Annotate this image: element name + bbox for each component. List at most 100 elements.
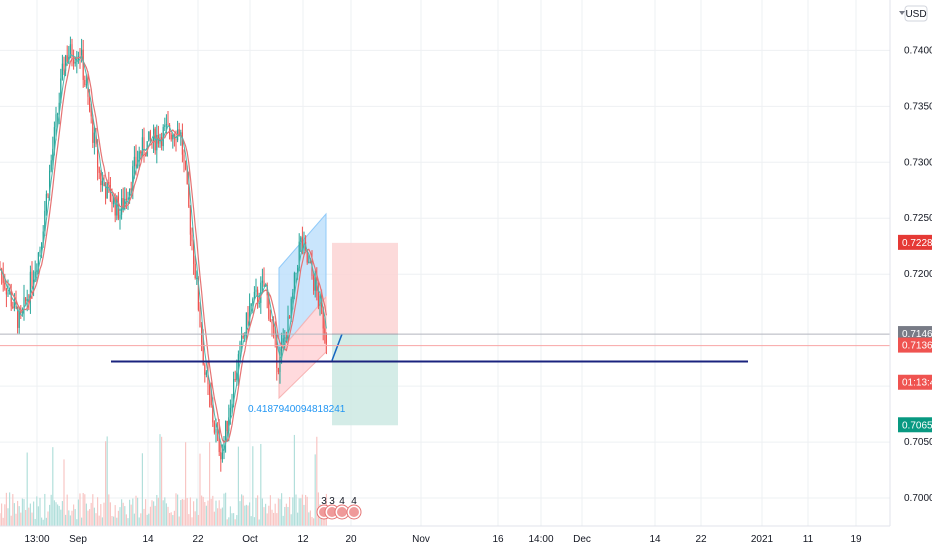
volume-bar (92, 494, 94, 526)
candle-body (42, 231, 44, 243)
volume-bar (295, 494, 297, 526)
candle-body (165, 124, 167, 126)
candle-body (212, 405, 214, 423)
volume-bar (183, 499, 185, 526)
candle-body (20, 311, 22, 314)
volume-bar (194, 511, 196, 526)
volume-bar (250, 516, 252, 526)
volume-bar (119, 507, 121, 526)
candle-body (169, 124, 171, 135)
volume-bar (266, 513, 268, 526)
volume-bar (161, 436, 163, 526)
volume-bar (49, 504, 51, 526)
volume-bar (76, 519, 78, 526)
volume-bar (260, 443, 262, 526)
volume-bar (45, 517, 47, 526)
currency-badge[interactable]: USD (899, 5, 928, 22)
volume-bar (167, 506, 169, 526)
candle-body (175, 138, 177, 141)
volume-bar (68, 510, 70, 526)
candle-body (314, 277, 316, 291)
volume-bar (66, 494, 68, 526)
candle-body (308, 261, 310, 263)
volume-bar (244, 505, 246, 526)
candle-body (273, 323, 275, 328)
horizontal-lines[interactable] (0, 333, 890, 363)
candle-body (90, 110, 92, 117)
candle-body (242, 335, 244, 338)
candle-body (205, 372, 207, 375)
candle-body (148, 131, 150, 142)
volume-bar (146, 514, 148, 526)
candle-body (55, 114, 57, 128)
candle-body (57, 113, 59, 115)
volume-bar (132, 498, 134, 526)
volume-bar (89, 509, 91, 526)
volume-bar (82, 492, 84, 526)
candle-body (129, 188, 131, 198)
candle-body (295, 272, 297, 274)
volume-bar (140, 513, 142, 526)
candle-body (47, 194, 49, 196)
candle-body (5, 288, 7, 295)
candle-body (58, 102, 60, 114)
volume-bar (154, 505, 156, 526)
volume-bar (164, 497, 166, 526)
volume-bar (44, 493, 46, 526)
volume-bar (74, 509, 76, 526)
volume-bar (213, 511, 215, 526)
candle-body (101, 180, 103, 186)
flag-icon (337, 507, 347, 517)
volume-bar (157, 497, 159, 526)
volume-bar (285, 503, 287, 526)
x-tick-label: 11 (803, 534, 814, 545)
stop-loss-zone (332, 242, 398, 335)
time-axis[interactable]: 13:00 Sep 14 22 Oct 12 20 Nov 16 14:00 Dec 14 22 2021… (0, 525, 890, 545)
volume-bar (0, 513, 1, 526)
candle-body (300, 237, 302, 242)
candle-body (164, 125, 166, 127)
volume-bar (233, 513, 235, 526)
volume-bar (316, 436, 318, 526)
flag-icon (327, 507, 337, 517)
volume-bar (177, 494, 179, 526)
candle-body (151, 139, 153, 142)
volume-bar (63, 459, 65, 526)
x-tick-label: 22 (192, 534, 204, 545)
volume-bar (42, 519, 44, 526)
candle-body (188, 183, 190, 207)
volume-bar (108, 494, 110, 526)
volume-bar (269, 495, 271, 526)
candle-body (39, 249, 41, 253)
candle-body (226, 420, 228, 432)
candle-body (113, 196, 115, 205)
volume-bar (113, 516, 115, 526)
candle-body (15, 299, 17, 307)
candle-body (229, 407, 231, 418)
volume-bar (111, 515, 113, 526)
candle-body (236, 372, 238, 381)
candle-body (231, 404, 233, 408)
candle-body (249, 306, 251, 326)
volume-bar (257, 495, 259, 526)
volume-bar (237, 446, 239, 526)
price-axis[interactable]: 0.740000.735000.730000.725000.720000.710… (889, 0, 932, 526)
volume-bar (33, 501, 35, 526)
price-label-last (898, 326, 932, 342)
candle-body (221, 452, 223, 460)
volume-bar (47, 511, 49, 526)
volume-bar (156, 494, 158, 526)
candle-body (263, 280, 265, 287)
candle-body (209, 384, 211, 395)
candle-body (228, 417, 230, 432)
candle-body (289, 316, 291, 319)
volume-bar (77, 499, 79, 526)
volume-bar (15, 513, 17, 526)
volume-bar (25, 509, 27, 526)
volume-bar (100, 504, 102, 526)
candle-body (210, 394, 212, 406)
volume-bar (217, 508, 219, 526)
volume-bar (322, 516, 324, 526)
